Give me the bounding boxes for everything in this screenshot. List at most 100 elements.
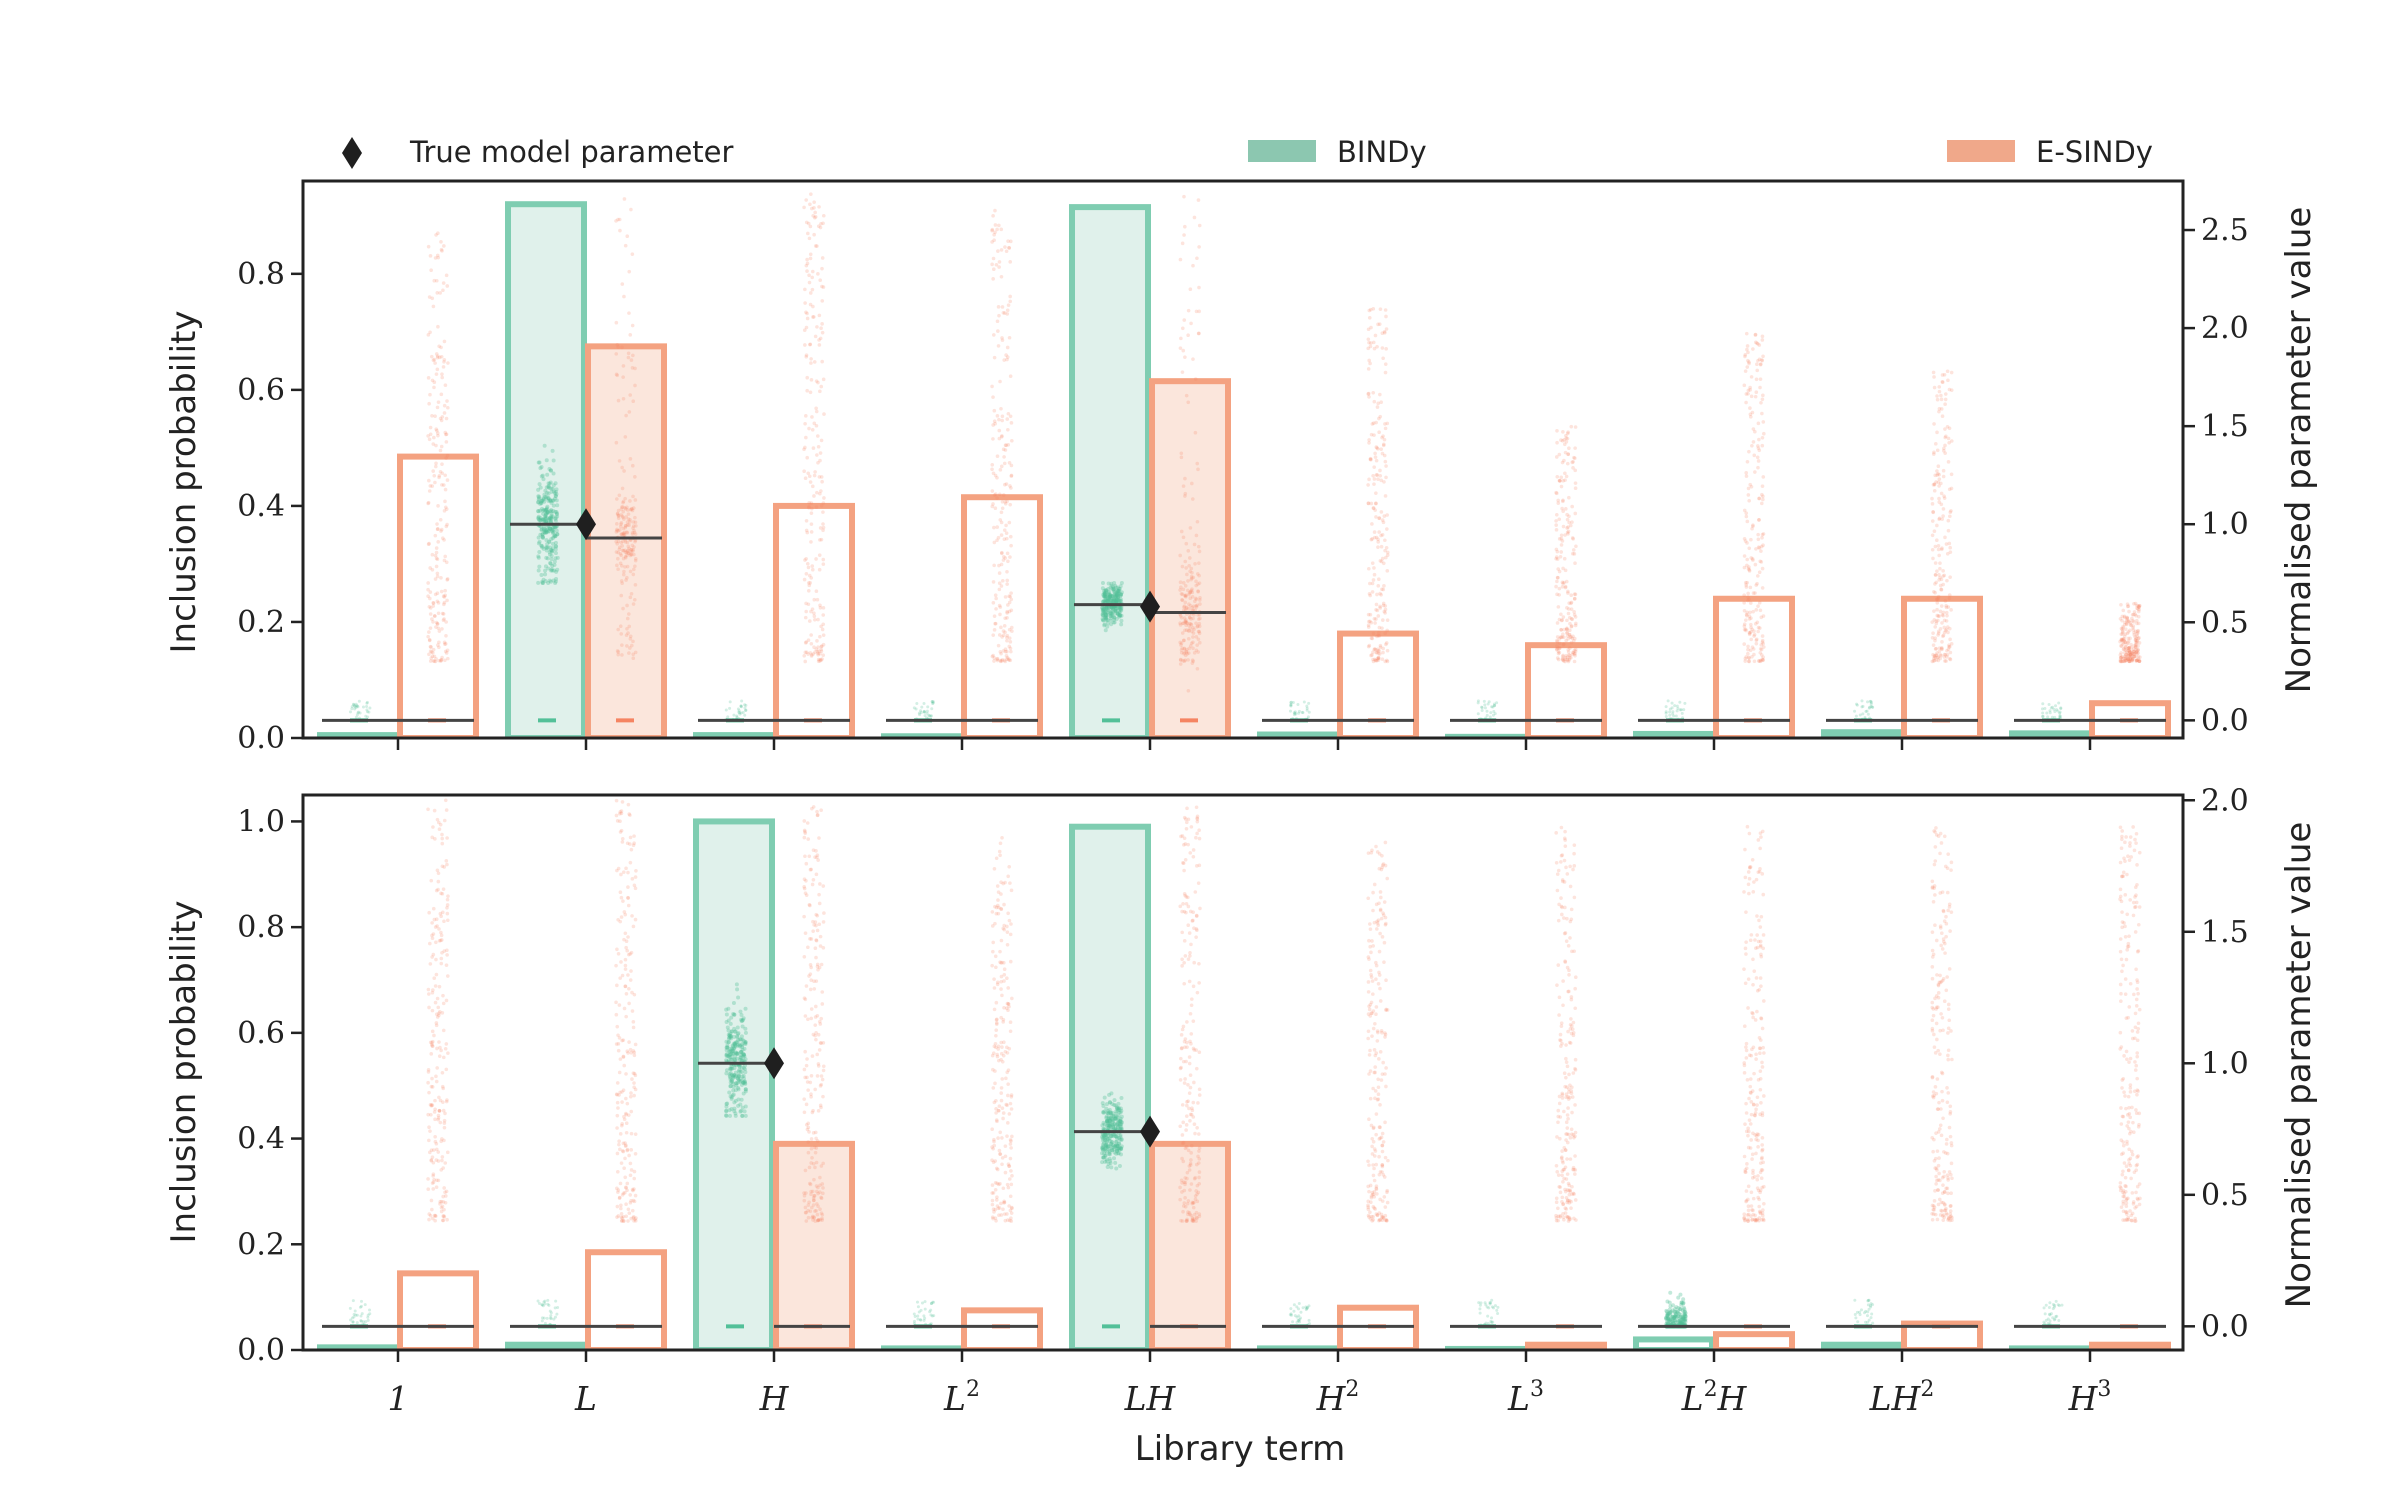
esindy-param-sample <box>426 501 430 506</box>
esindy-param-sample <box>2135 618 2139 623</box>
esindy-param-sample <box>1751 523 1755 528</box>
esindy-param-sample <box>821 945 826 950</box>
bindy-param-sample <box>744 703 748 707</box>
bindy-param-sample <box>550 528 555 533</box>
esindy-param-sample <box>804 640 809 644</box>
esindy-param-sample <box>435 557 440 562</box>
esindy-param-sample <box>808 972 813 976</box>
esindy-param-sample <box>1381 356 1385 361</box>
esindy-param-sample <box>810 1205 814 1210</box>
esindy-param-sample <box>622 910 627 914</box>
bindy-param-sample <box>729 1034 734 1039</box>
bindy-param-sample <box>536 494 541 499</box>
esindy-param-sample <box>633 1217 637 1222</box>
esindy-param-sample <box>430 413 434 418</box>
bindy-param-sample <box>929 1308 933 1312</box>
esindy-param-sample <box>1756 532 1760 537</box>
esindy-param-sample <box>1381 601 1386 606</box>
esindy-param-sample <box>435 1015 440 1019</box>
esindy-param-sample <box>2125 616 2130 620</box>
esindy-param-sample <box>631 353 635 358</box>
esindy-param-sample <box>1555 621 1560 625</box>
esindy-param-sample <box>1554 584 1558 589</box>
esindy-param-sample <box>1384 464 1388 468</box>
esindy-param-sample <box>1760 501 1764 506</box>
esindy-param-sample <box>1184 1123 1189 1127</box>
bindy-param-sample <box>1305 704 1309 708</box>
bindy-param-sample <box>553 551 558 556</box>
esindy-param-sample <box>440 1011 445 1015</box>
esindy-param-sample <box>427 1138 431 1143</box>
esindy-param-sample <box>437 1013 441 1018</box>
bindy-param-sample <box>743 1026 748 1031</box>
bindy-param-sample <box>540 532 545 537</box>
bindy-param-sample <box>1119 590 1124 595</box>
esindy-param-sample <box>1184 623 1188 628</box>
bindy-param-sample <box>731 1048 736 1053</box>
esindy-param-sample <box>1001 881 1006 886</box>
esindy-param-sample <box>1007 246 1012 250</box>
esindy-param-sample <box>2128 654 2132 658</box>
esindy-param-sample <box>817 338 821 342</box>
bindy-param-sample <box>555 567 560 572</box>
esindy-param-sample <box>435 1046 439 1051</box>
bindy-param-sample <box>554 512 559 517</box>
bindy-param-sample <box>361 705 365 709</box>
bindy-param-sample <box>1113 594 1118 599</box>
esindy-param-sample <box>1371 659 1376 664</box>
esindy-param-sample <box>816 1062 821 1066</box>
esindy-param-sample <box>1556 605 1561 609</box>
bindy-param-sample <box>733 1098 738 1103</box>
bindy-param-sample <box>741 1054 746 1059</box>
bindy-param-sample <box>536 535 541 540</box>
esindy-param-sample <box>626 885 630 889</box>
esindy-param-sample <box>617 1195 622 1200</box>
esindy-param-sample <box>427 1090 431 1095</box>
esindy-param-sample <box>1559 550 1564 554</box>
esindy-param-sample <box>433 1214 438 1218</box>
esindy-param-sample <box>807 974 811 978</box>
esindy-param-sample <box>810 882 815 887</box>
esindy-param-sample <box>995 656 1000 661</box>
esindy-param-sample <box>1196 629 1201 634</box>
bindy-param-sample <box>545 504 550 509</box>
bindy-param-sample <box>1113 607 1118 612</box>
esindy-param-sample <box>991 580 996 584</box>
bindy-param-sample <box>540 1319 544 1323</box>
esindy-param-sample <box>1186 333 1190 337</box>
bindy-param-sample <box>2041 711 2045 715</box>
esindy-param-sample <box>1195 1199 1200 1204</box>
esindy-param-sample <box>1933 561 1938 565</box>
bindy-param-sample <box>1116 1144 1121 1149</box>
esindy-param-sample <box>1188 954 1192 958</box>
esindy-param-sample <box>1178 904 1183 909</box>
esindy-param-sample <box>1559 533 1564 538</box>
esindy-param-sample <box>807 505 811 510</box>
bar-esindy <box>773 502 855 738</box>
esindy-param-sample <box>1195 1125 1199 1130</box>
bindy-param-sample <box>1294 712 1298 716</box>
bindy-param-sample <box>932 1300 936 1304</box>
esindy-param-sample <box>1746 493 1751 497</box>
bindy-param-sample <box>1668 710 1672 714</box>
esindy-param-sample <box>1947 426 1952 431</box>
esindy-param-sample <box>997 260 1002 264</box>
esindy-param-sample <box>1374 515 1378 519</box>
esindy-param-sample <box>623 1141 627 1145</box>
bindy-param-sample <box>732 1034 737 1039</box>
esindy-param-sample <box>445 948 449 953</box>
esindy-param-sample <box>816 224 821 228</box>
esindy-param-sample <box>1573 561 1577 566</box>
bindy-param-sample <box>553 534 558 539</box>
bindy-param-sample <box>729 1029 734 1034</box>
esindy-param-sample <box>993 1180 998 1185</box>
esindy-param-sample <box>806 581 811 585</box>
esindy-param-sample <box>615 1126 619 1130</box>
esindy-param-sample <box>2127 609 2131 614</box>
esindy-param-sample <box>1382 609 1387 614</box>
bindy-param-sample <box>1483 703 1487 707</box>
esindy-param-sample <box>2135 603 2139 608</box>
esindy-param-sample <box>621 1191 626 1196</box>
esindy-param-sample <box>1554 512 1559 517</box>
esindy-param-sample <box>616 567 620 572</box>
